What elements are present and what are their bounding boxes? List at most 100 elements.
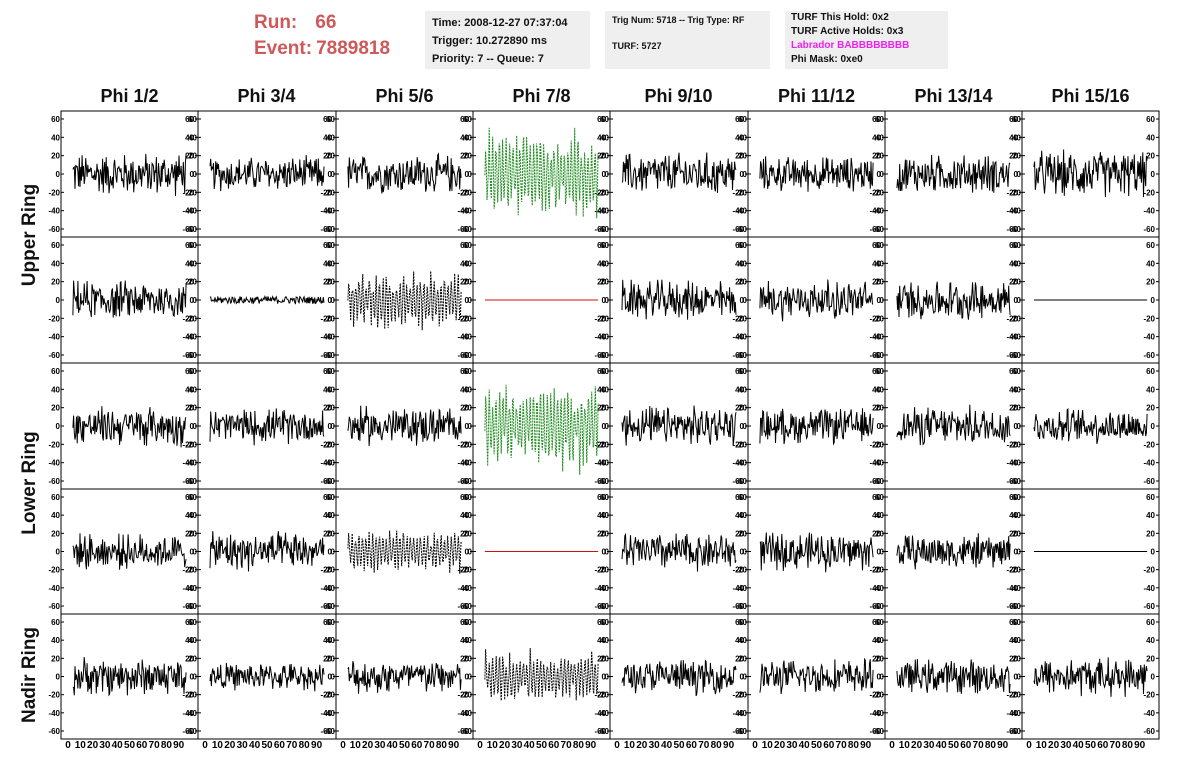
y-tick-label: -20 bbox=[735, 314, 747, 323]
y-tick-label: 60 bbox=[597, 367, 606, 376]
y-tick-label: -20 bbox=[48, 440, 60, 449]
y-tick-label: 0 bbox=[328, 673, 333, 682]
y-tick-label: 0 bbox=[465, 170, 470, 179]
x-tick-label: 70 bbox=[698, 740, 710, 751]
waveform-panel: -60 -60 -40 -40 -20 -20 0 0 20 20 40 40 60 60 bbox=[460, 362, 611, 490]
y-tick-label: -20 bbox=[594, 314, 606, 323]
y-tick-label: -40 bbox=[457, 207, 469, 216]
turf-text: TURF: 5727 bbox=[612, 41, 662, 51]
waveform-trace bbox=[1033, 408, 1148, 445]
y-tick-label: 60 bbox=[875, 618, 884, 627]
y-tick-label: -40 bbox=[597, 459, 609, 468]
x-tick-label: 10 bbox=[75, 740, 87, 751]
y-tick-label: -60 bbox=[1009, 602, 1021, 611]
y-tick-label: -40 bbox=[594, 584, 606, 593]
y-tick-label: -40 bbox=[594, 207, 606, 216]
y-tick-label: 40 bbox=[597, 385, 606, 394]
y-tick-label: 60 bbox=[185, 618, 194, 627]
y-tick-label: 20 bbox=[738, 152, 747, 161]
x-tick-label: 30 bbox=[786, 740, 798, 751]
waveform-panel: -60 -60 -40 -40 -20 -20 0 0 20 20 40 40 60 60 bbox=[872, 488, 1023, 615]
y-tick-label: -20 bbox=[320, 566, 332, 575]
y-tick-label: 40 bbox=[185, 636, 194, 645]
y-tick-label: 60 bbox=[872, 618, 881, 627]
y-tick-label: 0 bbox=[331, 170, 336, 179]
y-tick-label: 60 bbox=[1009, 618, 1018, 627]
y-tick-label: -20 bbox=[185, 566, 197, 575]
y-tick-label: -60 bbox=[732, 477, 744, 486]
x-tick-label: 90 bbox=[723, 740, 735, 751]
waveform-panel: -60 -60 -40 -40 -20 -20 0 0 20 20 40 40 60 60 bbox=[460, 488, 611, 615]
y-tick-label: -40 bbox=[594, 333, 606, 342]
y-tick-label: -40 bbox=[185, 333, 197, 342]
waveform-trace bbox=[347, 271, 462, 331]
y-tick-label: -20 bbox=[457, 314, 469, 323]
x-tick-label: 50 bbox=[261, 740, 273, 751]
y-tick-label: -40 bbox=[735, 333, 747, 342]
y-tick-label: -20 bbox=[1009, 440, 1021, 449]
y-tick-label: 60 bbox=[326, 367, 335, 376]
y-tick-label: 20 bbox=[51, 529, 60, 538]
y-tick-label: 40 bbox=[460, 636, 469, 645]
y-tick-label: -40 bbox=[323, 207, 335, 216]
x-tick-label: 40 bbox=[387, 740, 399, 751]
y-tick-label: 20 bbox=[872, 278, 881, 287]
y-tick-label: 40 bbox=[323, 133, 332, 142]
y-tick-label: -40 bbox=[1009, 584, 1021, 593]
y-tick-label: 40 bbox=[188, 133, 197, 142]
x-tick-label: 30 bbox=[511, 740, 523, 751]
y-tick-label: 60 bbox=[872, 367, 881, 376]
x-tick-label: 60 bbox=[960, 740, 972, 751]
y-tick-label: -40 bbox=[1143, 333, 1155, 342]
y-tick-label: -60 bbox=[457, 727, 469, 736]
y-tick-label: 20 bbox=[460, 278, 469, 287]
waveform-trace bbox=[484, 647, 599, 701]
y-tick-label: -60 bbox=[594, 477, 606, 486]
y-tick-label: -40 bbox=[48, 333, 60, 342]
y-tick-label: -20 bbox=[320, 691, 332, 700]
y-tick-label: 20 bbox=[1012, 152, 1021, 161]
y-tick-label: -60 bbox=[323, 727, 335, 736]
y-tick-label: 20 bbox=[185, 152, 194, 161]
y-tick-label: -20 bbox=[320, 440, 332, 449]
y-tick-label: 20 bbox=[323, 404, 332, 413]
y-tick-label: -20 bbox=[735, 188, 747, 197]
y-tick-label: -40 bbox=[185, 459, 197, 468]
y-tick-label: -20 bbox=[732, 314, 744, 323]
y-tick-label: 0 bbox=[56, 548, 61, 557]
y-tick-label: 0 bbox=[743, 296, 748, 305]
y-tick-label: -40 bbox=[1143, 459, 1155, 468]
y-tick-label: 20 bbox=[738, 654, 747, 663]
y-tick-label: 60 bbox=[326, 115, 335, 124]
y-tick-label: 40 bbox=[185, 511, 194, 520]
x-tick-label: 80 bbox=[985, 740, 997, 751]
y-tick-label: -20 bbox=[872, 566, 884, 575]
y-tick-label: -40 bbox=[869, 333, 881, 342]
y-tick-label: 0 bbox=[1014, 422, 1019, 431]
x-tick-label: 80 bbox=[1122, 740, 1134, 751]
y-tick-label: -20 bbox=[457, 566, 469, 575]
y-tick-label: 20 bbox=[600, 278, 609, 287]
y-tick-label: 60 bbox=[460, 493, 469, 502]
y-tick-label: -60 bbox=[869, 727, 881, 736]
y-tick-label: 0 bbox=[190, 422, 195, 431]
y-tick-label: -40 bbox=[320, 459, 332, 468]
x-tick-label: 10 bbox=[624, 740, 636, 751]
y-tick-label: 60 bbox=[1012, 115, 1021, 124]
y-tick-label: 20 bbox=[323, 278, 332, 287]
y-tick-label: 20 bbox=[460, 152, 469, 161]
y-tick-label: 20 bbox=[872, 152, 881, 161]
y-tick-label: 20 bbox=[1146, 152, 1155, 161]
y-tick-label: 20 bbox=[1012, 654, 1021, 663]
y-tick-label: 40 bbox=[872, 259, 881, 268]
x-tick-label: 30 bbox=[923, 740, 935, 751]
y-tick-label: -20 bbox=[1143, 440, 1155, 449]
y-tick-label: 0 bbox=[1014, 170, 1019, 179]
waveform-panel: -60 -60 -40 -40 -20 -20 0 0 20 20 40 40 60 60 bbox=[1009, 110, 1160, 238]
y-tick-label: 60 bbox=[600, 367, 609, 376]
waveform-trace bbox=[759, 532, 874, 573]
y-tick-label: -20 bbox=[1009, 691, 1021, 700]
y-tick-label: -40 bbox=[1143, 584, 1155, 593]
y-tick-label: -60 bbox=[457, 477, 469, 486]
y-tick-label: 20 bbox=[597, 152, 606, 161]
